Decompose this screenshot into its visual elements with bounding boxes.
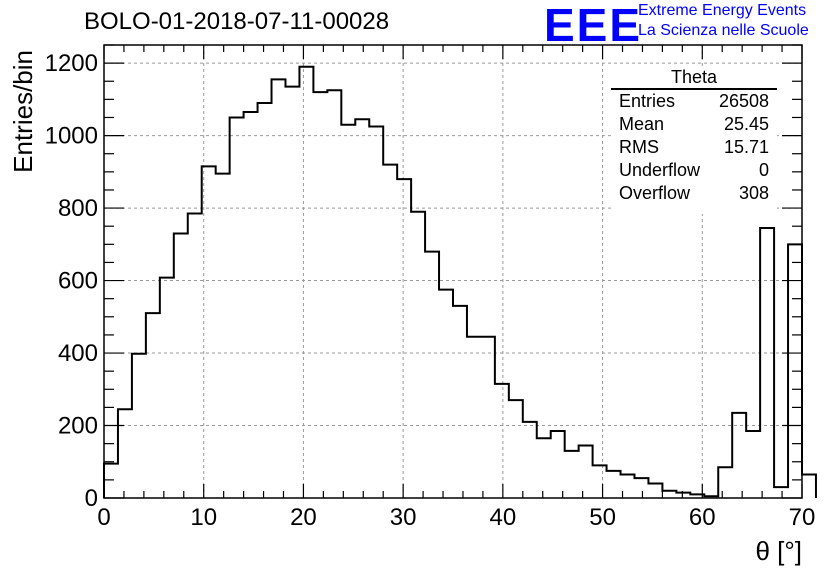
histogram-outline [103,65,817,498]
stats-value: 26508 [718,91,769,111]
plot-frame [103,44,803,499]
x-tick-label: 20 [290,504,317,531]
chart-title: BOLO-01-2018-07-11-00028 [84,8,390,35]
stats-label: Underflow [619,160,701,180]
x-tick-label: 30 [390,504,417,531]
y-tick-label: 600 [58,268,98,295]
stats-row: Overflow 308 [611,182,777,205]
x-tick-label: 60 [689,504,716,531]
x-tick-label: 70 [789,504,816,531]
x-tick-label: 10 [190,504,217,531]
stats-row: Mean 25.45 [611,113,777,136]
x-axis-label: θ [°] [755,536,802,566]
y-tick-label: 1000 [45,123,98,150]
axis-ticks [103,44,803,499]
y-tick-label: 800 [58,195,98,222]
stats-label: Mean [619,114,665,134]
stats-box: Theta Entries 26508 Mean 25.45 RMS 15.71… [611,66,777,214]
x-tick-label: 0 [97,504,110,531]
eee-logo-line1: Extreme Energy Events [638,2,807,19]
stats-value: 0 [758,160,769,180]
stats-value: 15.71 [723,137,769,157]
stats-label: Entries [619,91,676,111]
grid-lines [104,45,802,498]
stats-row: Underflow 0 [611,159,777,182]
stats-label: Overflow [619,183,691,203]
eee-logo-line2: La Scienza nelle Scuole [638,22,809,39]
y-axis-label: Entries/bin [8,50,38,173]
stats-label: RMS [619,137,659,157]
stats-row: Entries 26508 [611,90,777,113]
stats-value: 25.45 [723,114,769,134]
y-tick-label: 0 [85,485,98,512]
eee-logo: EEE [544,0,643,51]
stats-row: RMS 15.71 [611,136,777,159]
x-tick-label: 50 [589,504,616,531]
stats-value: 308 [738,183,769,203]
axis-tick-labels: 0 10 20 30 40 50 60 70 0 200 400 600 800 1000 1200 [45,50,816,531]
y-tick-label: 400 [58,340,98,367]
y-tick-label: 1200 [45,50,98,77]
x-tick-label: 40 [490,504,517,531]
stats-box-title: Theta [611,66,777,90]
y-tick-label: 200 [58,413,98,440]
